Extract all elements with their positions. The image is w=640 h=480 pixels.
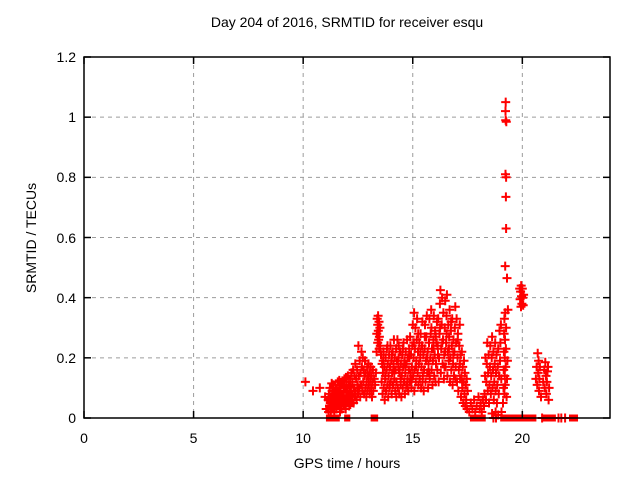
y-tick-label: 1.2 bbox=[56, 49, 76, 65]
x-axis-title: GPS time / hours bbox=[293, 455, 401, 471]
chart-title: Day 204 of 2016, SRMTID for receiver esq… bbox=[210, 14, 484, 30]
x-tick-label: 20 bbox=[514, 430, 531, 446]
y-tick-label: 1 bbox=[68, 109, 76, 126]
y-tick-label: 0.2 bbox=[56, 349, 76, 366]
y-tick-label: 0.6 bbox=[56, 229, 76, 246]
x-tick-label: 10 bbox=[295, 430, 311, 446]
plot-border bbox=[83, 56, 611, 419]
x-tick-label: 0 bbox=[80, 430, 88, 446]
x-tick-label: 15 bbox=[404, 430, 421, 446]
x-tick-label: 5 bbox=[189, 430, 198, 446]
y-tick-label: 0.4 bbox=[56, 289, 76, 306]
scatter-points bbox=[300, 97, 570, 423]
y-tick-label: 0.8 bbox=[56, 169, 76, 186]
y-tick-label: 0 bbox=[68, 410, 76, 426]
